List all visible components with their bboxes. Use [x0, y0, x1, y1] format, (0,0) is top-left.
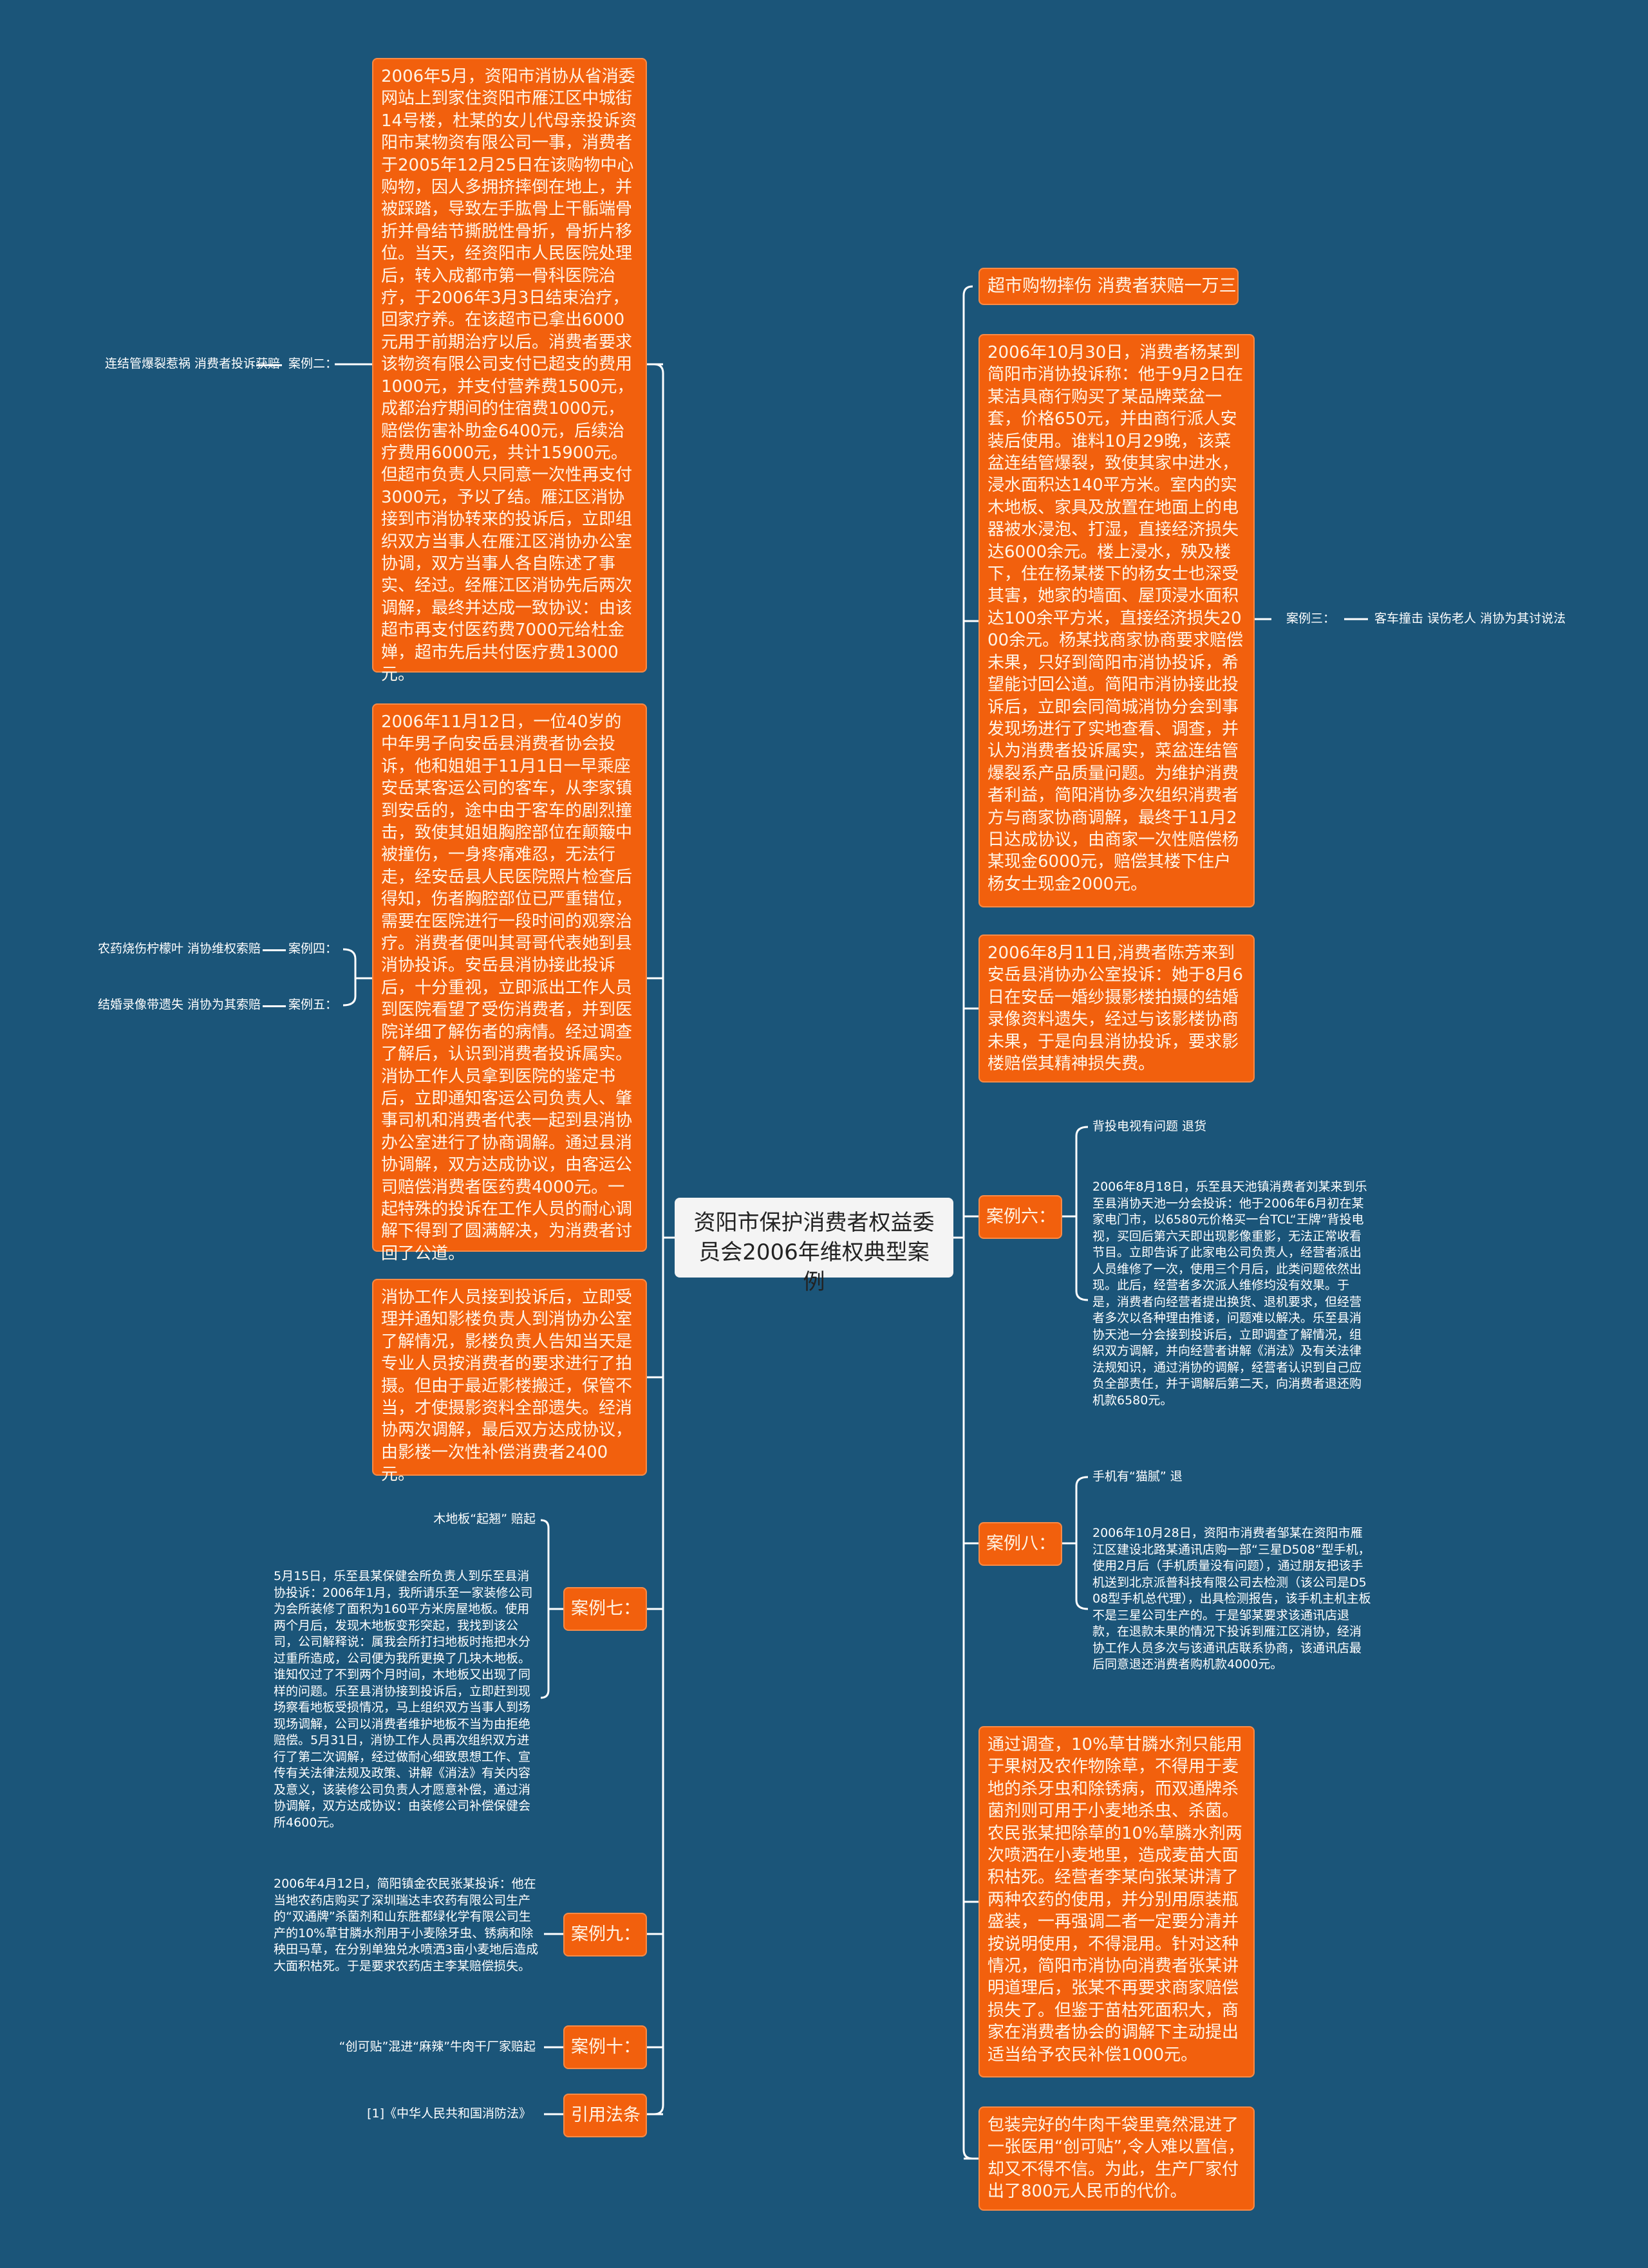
- case7-title[interactable]: 木地板“起翘” 赔起: [433, 1512, 536, 1526]
- case10-label: 案例十：: [571, 2037, 641, 2057]
- case5-detail-text: 消协工作人员接到投诉后，立即受理并通知影楼负责人到消协办公室了解情况，影楼负责人…: [381, 1288, 633, 1485]
- case9-result-box[interactable]: 通过调查，10%草甘膦水剂只能用于果树及农作物除草，不得用于麦地的杀牙虫和除锈病…: [979, 1726, 1255, 2077]
- case2-summary[interactable]: 连结管爆裂惹祸 消费者投诉获赔: [104, 357, 280, 371]
- case10-detail-box[interactable]: 包装完好的牛肉干袋里竟然混进了一张医用“创可贴”,令人难以置信，却又不得不信。为…: [979, 2106, 1255, 2211]
- law-reference[interactable]: [1]《中华人民共和国消防法》: [367, 2106, 531, 2121]
- case9-label: 案例九：: [571, 1924, 641, 1944]
- case3-detail-text: 2006年10月30日，消费者杨某到简阳市消协投诉称：他于9月2日在某洁具商行购…: [988, 343, 1244, 894]
- case6-bracket: [1062, 1126, 1089, 1301]
- case8-label: 案例八：: [986, 1534, 1056, 1554]
- case8-node[interactable]: 案例八：: [979, 1522, 1062, 1566]
- case2-detail-box[interactable]: 2006年5月，资阳市消协从省消委网站上到家住资阳市雁江区中城街14号楼，杜某的…: [372, 58, 647, 684]
- case5-label[interactable]: 案例五：: [288, 998, 338, 1012]
- case7-node[interactable]: 案例七：: [563, 1587, 647, 1631]
- case3-summary[interactable]: 客车撞击 误伤老人 消协为其讨说法: [1374, 611, 1566, 626]
- left-trunk-line: [653, 363, 675, 2115]
- case5-dash: [263, 1005, 286, 1007]
- case7-body[interactable]: 5月15日，乐至县某保健会所负责人到乐至县消协投诉：2006年1月，我所请乐至一…: [274, 1569, 533, 1830]
- case9-body[interactable]: 2006年4月12日，简阳镇金农民张某投诉：他在当地农药店购买了深圳瑞达丰农药有…: [274, 1877, 539, 1973]
- case4-label[interactable]: 案例四：: [288, 942, 338, 956]
- case7-bracket: [540, 1519, 563, 1699]
- case4-detail-text: 2006年11月12日，一位40岁的中年男子向安岳县消费者协会投诉，他和姐姐于1…: [381, 712, 633, 1263]
- left-stubs: [647, 363, 663, 2115]
- case4-dash: [263, 949, 286, 951]
- right-trunk-line: [953, 285, 973, 2160]
- case5-detail-box[interactable]: 消协工作人员接到投诉后，立即受理并通知影楼负责人到消协办公室了解情况，影楼负责人…: [372, 1279, 647, 1484]
- case5-complaint-box[interactable]: 2006年8月11日,消费者陈芳来到安岳县消协办公室投诉：她于8月6日在安岳一婚…: [979, 934, 1255, 1083]
- case2-dash: [256, 364, 282, 366]
- case10-node[interactable]: 案例十：: [563, 2025, 647, 2069]
- case5-summary[interactable]: 结婚录像带遗失 消协为其索赔: [97, 998, 261, 1012]
- case9-node[interactable]: 案例九：: [563, 1913, 647, 1957]
- case2-detail-text: 2006年5月，资阳市消协从省消委网站上到家住资阳市雁江区中城街14号楼，杜某的…: [381, 67, 637, 684]
- case4-detail-box[interactable]: 2006年11月12日，一位40岁的中年男子向安岳县消费者协会投诉，他和姐姐于1…: [372, 703, 647, 1263]
- case7-label: 案例七：: [571, 1599, 641, 1619]
- case3-detail-box[interactable]: 2006年10月30日，消费者杨某到简阳市消协投诉称：他于9月2日在某洁具商行购…: [979, 334, 1255, 907]
- case10-detail-text: 包装完好的牛肉干袋里竟然混进了一张医用“创可贴”,令人难以置信，却又不得不信。为…: [988, 2115, 1245, 2202]
- case9-result-text: 通过调查，10%草甘膦水剂只能用于果树及农作物除草，不得用于麦地的杀牙虫和除锈病…: [988, 1735, 1242, 2065]
- case4-5-bracket: [342, 948, 372, 1007]
- case1-title-node[interactable]: 超市购物摔伤 消费者获赔一万三: [979, 268, 1239, 305]
- case6-label: 案例六：: [986, 1207, 1056, 1227]
- case8-bracket: [1062, 1476, 1089, 1610]
- case4-summary[interactable]: 农药烧伤柠檬叶 消协维权索赔: [97, 942, 261, 956]
- case8-title[interactable]: 手机有“猫腻” 退: [1092, 1469, 1183, 1483]
- case6-title[interactable]: 背投电视有问题 退货: [1092, 1119, 1207, 1133]
- case2-label[interactable]: 案例二：: [288, 357, 338, 371]
- case1-title: 超市购物摔伤 消费者获赔一万三: [988, 276, 1237, 296]
- case6-node[interactable]: 案例六：: [979, 1195, 1062, 1239]
- root-node[interactable]: 资阳市保护消费者权益委员会2006年维权典型案例: [675, 1198, 953, 1295]
- case8-body[interactable]: 2006年10月28日，资阳市消费者邹某在资阳市雁江区建设北路某通讯店购一部“三…: [1092, 1526, 1371, 1671]
- case6-body[interactable]: 2006年8月18日，乐至县天池镇消费者刘某来到乐至县消协天池一分会投诉：他于2…: [1092, 1180, 1367, 1408]
- case5-complaint-text: 2006年8月11日,消费者陈芳来到安岳县消协办公室投诉：她于8月6日在安岳一婚…: [988, 943, 1244, 1074]
- right-stubs: [964, 620, 979, 2160]
- case10-summary[interactable]: “创可贴”混进“麻辣”牛肉干厂家赔起: [339, 2040, 536, 2054]
- law-label: 引用法条: [571, 2105, 641, 2125]
- law-node[interactable]: 引用法条: [563, 2094, 647, 2137]
- case3-label[interactable]: 案例三：: [1286, 611, 1336, 626]
- root-title: 资阳市保护消费者权益委员会2006年维权典型案例: [693, 1210, 935, 1295]
